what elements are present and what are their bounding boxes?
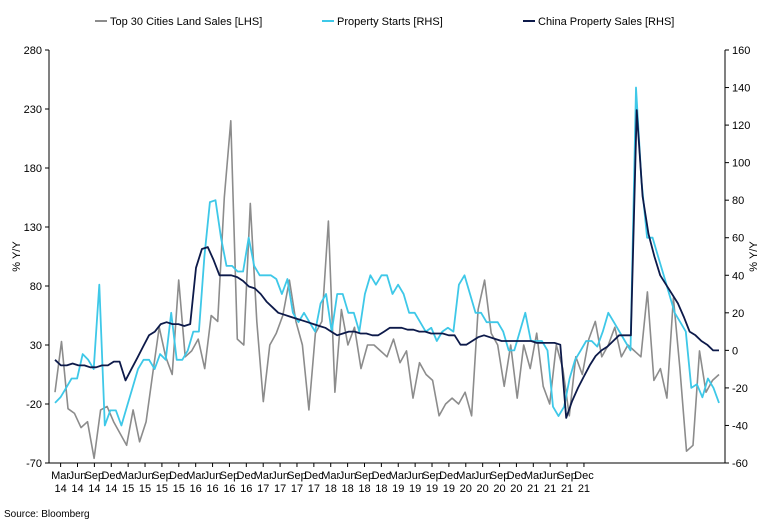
series-line-1	[54, 120, 720, 460]
x-tick-label-month: Mar	[51, 470, 70, 482]
y-tick-right-label: 160	[732, 45, 750, 57]
x-tick-label-month: Jun	[69, 470, 87, 482]
x-tick-label-month: Jun	[339, 470, 357, 482]
x-tick-label-year: 19	[443, 483, 455, 495]
x-tick-label-year: 18	[325, 483, 337, 495]
series-layer	[54, 86, 720, 460]
x-tick-label-month: Mar	[321, 470, 340, 482]
x-tick-label-month: Mar	[186, 470, 205, 482]
legend-label: China Property Sales [RHS]	[538, 16, 674, 28]
y-tick-right-label: 60	[732, 233, 744, 245]
x-tick-label-month: Sep	[152, 470, 172, 482]
x-tick-label-month: Dec	[574, 470, 594, 482]
x-tick-label-month: Dec	[169, 470, 189, 482]
source-note: Source: Bloomberg	[4, 509, 90, 520]
x-tick-label-year: 14	[88, 483, 100, 495]
legend-label: Top 30 Cities Land Sales [LHS]	[110, 16, 262, 28]
x-tick-label-year: 18	[375, 483, 387, 495]
y-tick-left-label: -70	[26, 458, 42, 470]
x-tick-label-year: 14	[55, 483, 67, 495]
x-tick-label-year: 17	[308, 483, 320, 495]
x-tick-label-year: 19	[409, 483, 421, 495]
x-tick-label-year: 19	[392, 483, 404, 495]
y-tick-right-label: 0	[732, 345, 738, 357]
y-tick-right-label: 40	[732, 270, 744, 282]
x-tick-label-year: 21	[578, 483, 590, 495]
x-tick-label-month: Jun	[136, 470, 154, 482]
y-tick-left-label: 30	[30, 340, 42, 352]
x-tick-label-month: Sep	[490, 470, 510, 482]
y-tick-right-label: 80	[732, 195, 744, 207]
x-tick-label-year: 15	[156, 483, 168, 495]
x-tick-label-year: 15	[173, 483, 185, 495]
x-tick-label-month: Jun	[541, 470, 559, 482]
y-tick-left-label: -20	[26, 399, 42, 411]
x-tick-label-year: 20	[493, 483, 505, 495]
x-tick-label-month: Sep	[287, 470, 307, 482]
x-tick-label-year: 20	[477, 483, 489, 495]
x-tick-label-month: Jun	[406, 470, 424, 482]
x-tick-label-year: 16	[206, 483, 218, 495]
x-tick-label-year: 20	[510, 483, 522, 495]
x-tick-label-month: Mar	[456, 470, 475, 482]
y-tick-right-label: -60	[732, 458, 748, 470]
x-tick-label-month: Mar	[119, 470, 138, 482]
series-line-3	[54, 109, 719, 419]
y-tick-right-label: 140	[732, 83, 750, 95]
y-axis-label-left: % Y/Y	[11, 241, 23, 272]
x-tick-label-month: Sep	[557, 470, 577, 482]
x-tick-label-month: Dec	[101, 470, 121, 482]
x-tick-label-month: Dec	[507, 470, 527, 482]
x-tick-label-month: Sep	[220, 470, 240, 482]
y-axis-label-right: % Y/Y	[748, 241, 760, 272]
y-tick-left-label: 80	[30, 281, 42, 293]
x-tick-label-year: 21	[561, 483, 573, 495]
y-tick-right-label: -20	[732, 383, 748, 395]
x-tick-label-month: Mar	[524, 470, 543, 482]
x-tick-label-year: 15	[122, 483, 134, 495]
x-tick-label-year: 21	[544, 483, 556, 495]
legend-label: Property Starts [RHS]	[337, 16, 443, 28]
x-tick-label-month: Mar	[254, 470, 273, 482]
x-tick-label-year: 18	[341, 483, 353, 495]
x-tick-label-month: Dec	[439, 470, 459, 482]
x-tick-label-month: Jun	[474, 470, 492, 482]
x-tick-label-year: 20	[460, 483, 472, 495]
x-tick-label-month: Sep	[355, 470, 375, 482]
x-tick-label-year: 16	[240, 483, 252, 495]
y-tick-right-label: 120	[732, 120, 750, 132]
axes: 2802301801308030-20-70160140120100806040…	[24, 45, 751, 495]
x-tick-label-month: Jun	[271, 470, 289, 482]
y-tick-left-label: 230	[24, 104, 42, 116]
x-tick-label-year: 16	[223, 483, 235, 495]
y-tick-left-label: 180	[24, 163, 42, 175]
x-tick-label-month: Mar	[389, 470, 408, 482]
x-tick-label-month: Dec	[372, 470, 392, 482]
x-tick-label-month: Sep	[85, 470, 105, 482]
x-tick-label-year: 17	[291, 483, 303, 495]
y-tick-right-label: -40	[732, 420, 748, 432]
y-tick-left-label: 130	[24, 222, 42, 234]
x-tick-label-year: 19	[426, 483, 438, 495]
series-line-2	[54, 86, 720, 427]
x-tick-label-month: Sep	[422, 470, 442, 482]
x-tick-label-year: 14	[105, 483, 117, 495]
x-tick-label-year: 16	[190, 483, 202, 495]
y-tick-right-label: 100	[732, 158, 750, 170]
y-tick-right-label: 20	[732, 308, 744, 320]
x-tick-label-year: 17	[257, 483, 269, 495]
x-tick-label-month: Dec	[237, 470, 257, 482]
x-tick-label-year: 15	[139, 483, 151, 495]
x-tick-label-year: 21	[527, 483, 539, 495]
legend: Top 30 Cities Land Sales [LHS] Property S…	[95, 16, 674, 28]
x-tick-label-year: 17	[274, 483, 286, 495]
y-tick-left-label: 280	[24, 45, 42, 57]
x-tick-label-year: 18	[358, 483, 370, 495]
x-tick-label-month: Jun	[204, 470, 222, 482]
x-tick-label-month: Dec	[304, 470, 324, 482]
x-tick-label-year: 14	[71, 483, 83, 495]
